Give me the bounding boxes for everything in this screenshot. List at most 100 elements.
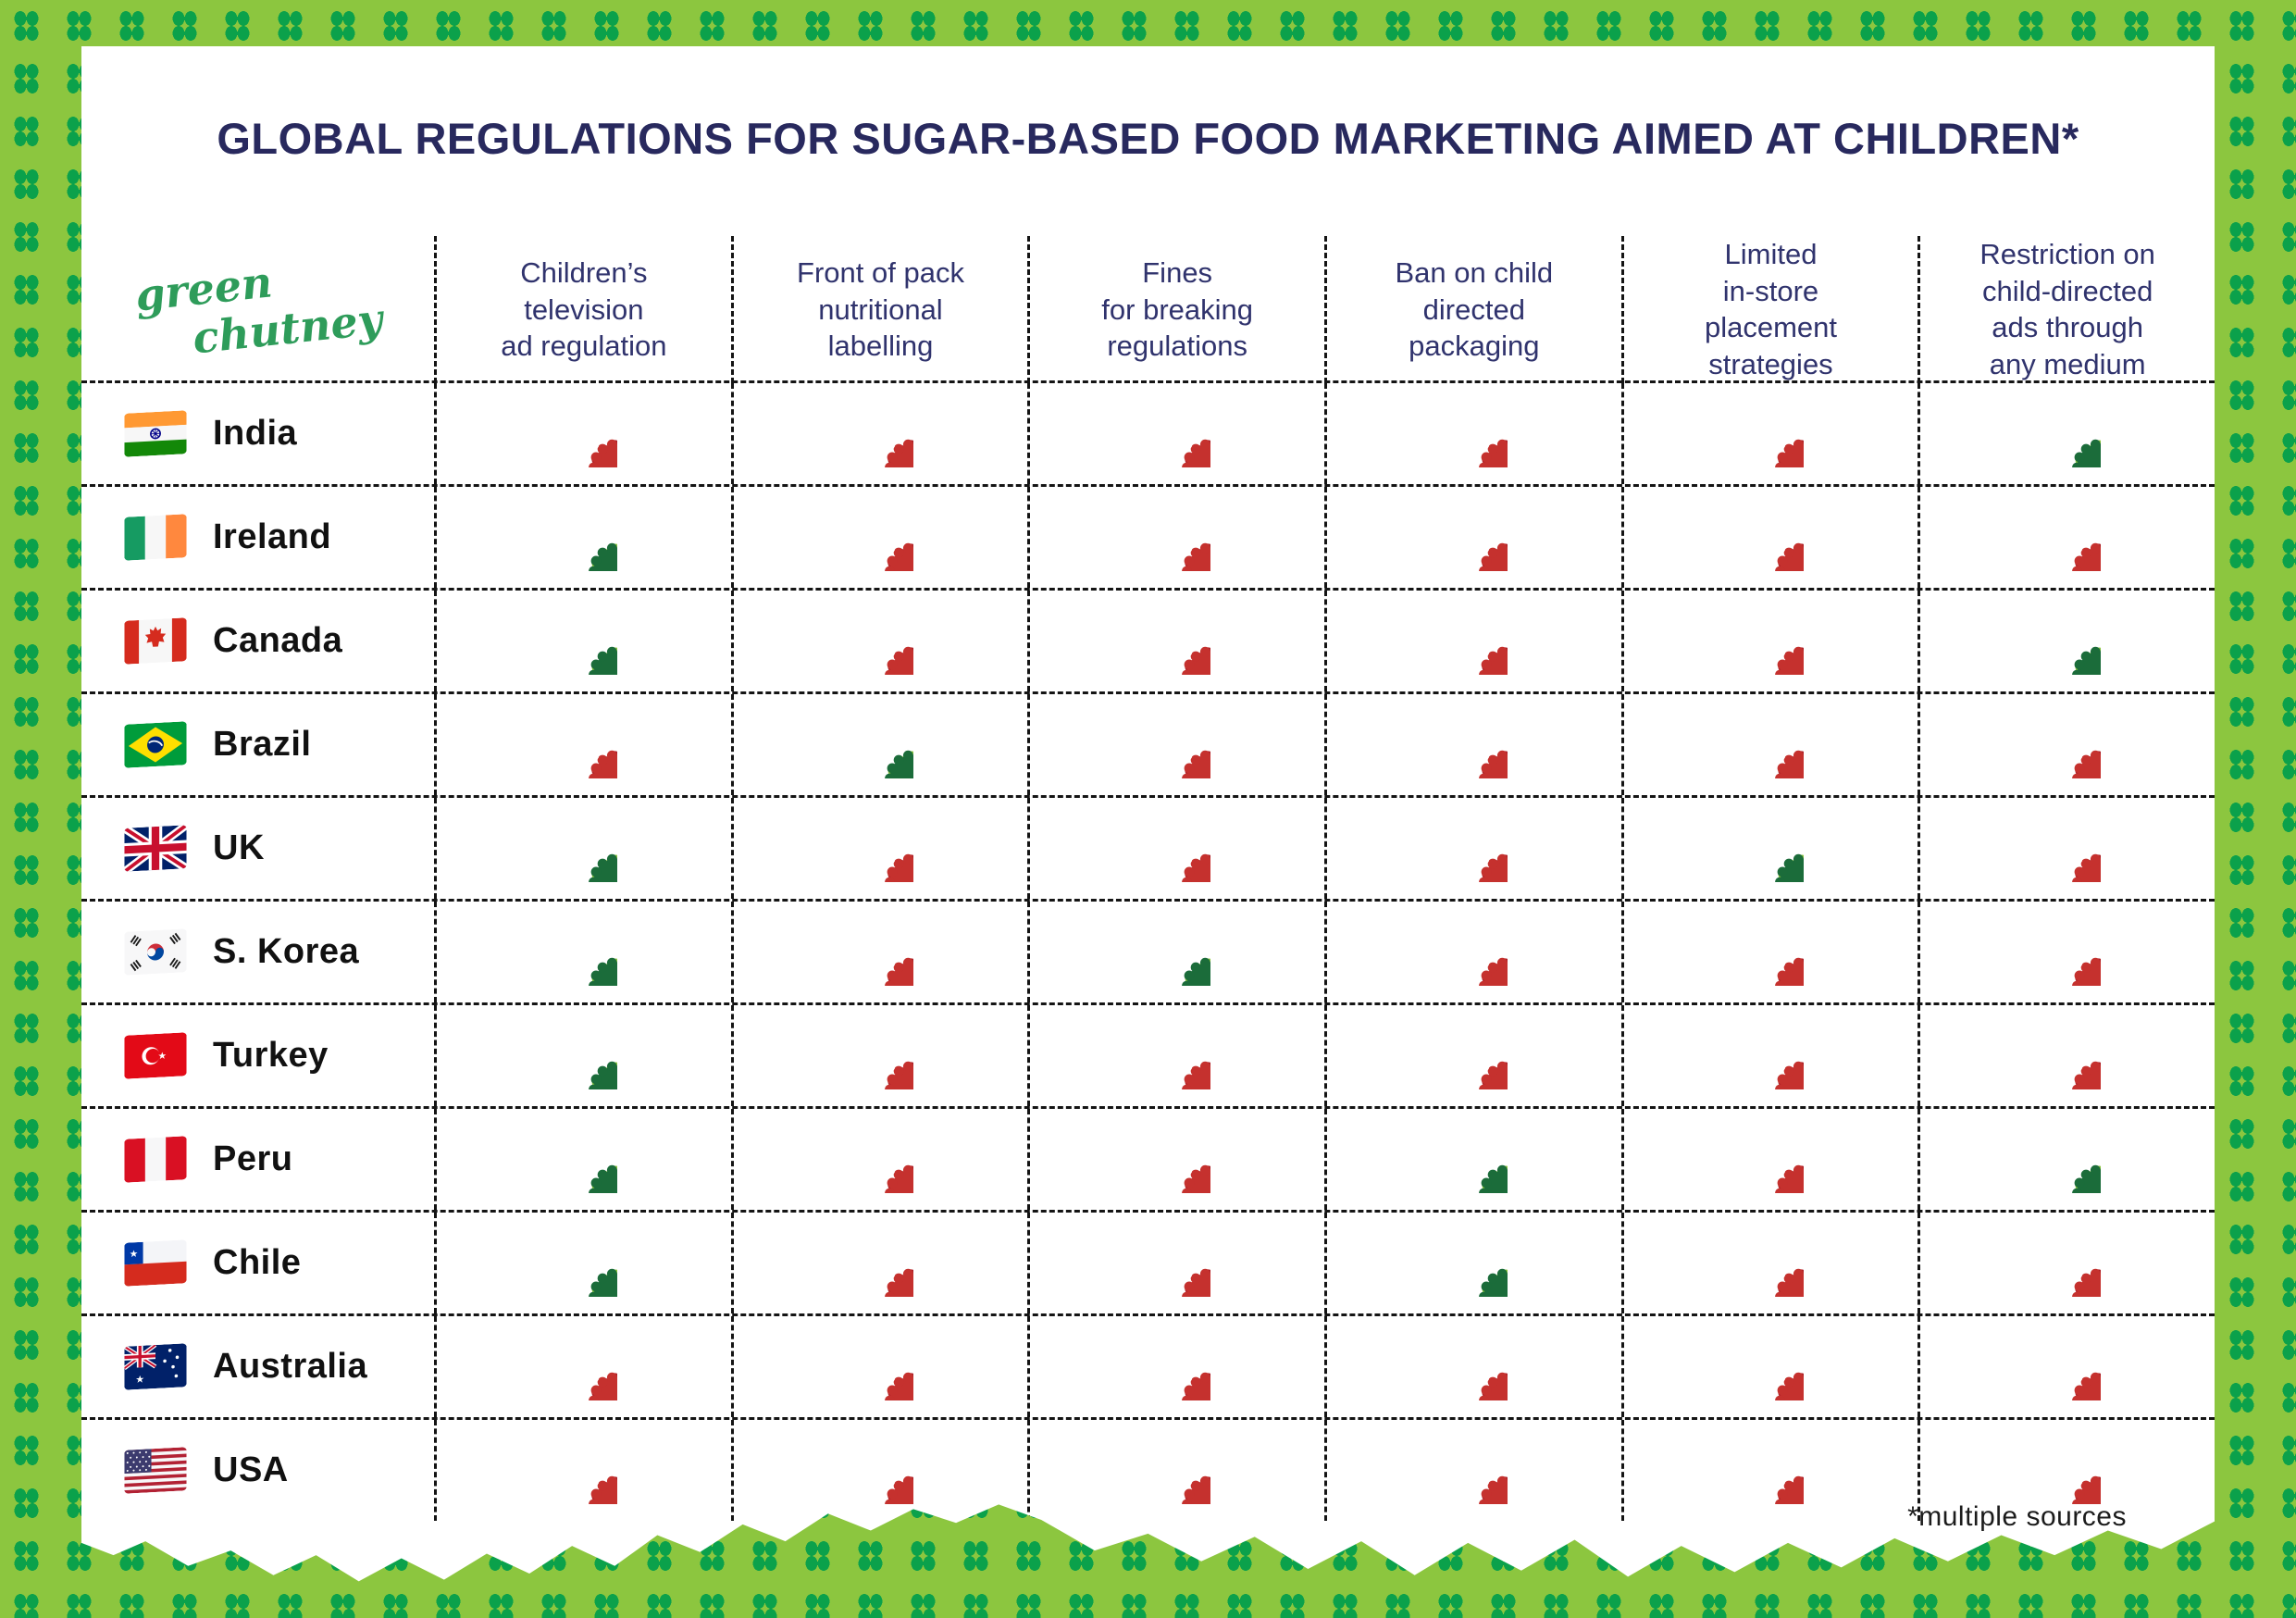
check-badge-icon <box>567 1248 617 1297</box>
cross-badge-icon <box>1756 1351 1804 1400</box>
regulation-cell <box>1027 1420 1324 1521</box>
country-label: Canada <box>213 621 343 660</box>
country-cell: Chile <box>81 1213 434 1313</box>
regulation-cell <box>1620 1005 1918 1106</box>
sources-footnote: *multiple sources <box>1907 1501 2127 1532</box>
regulation-cell <box>1323 1213 1621 1313</box>
regulation-cell <box>1323 694 1621 795</box>
regulation-cell <box>434 902 731 1002</box>
flag-uk-icon <box>124 825 187 872</box>
regulation-cell <box>434 1109 731 1210</box>
regulation-cell <box>1620 902 1918 1002</box>
cross-badge-icon <box>568 418 617 467</box>
regulation-cell <box>434 1005 731 1106</box>
cross-badge-icon <box>1756 1144 1804 1193</box>
table-row: Brazil <box>81 691 2215 795</box>
regulation-cell <box>1917 1005 2215 1106</box>
regulations-table: green chutney Children’s television ad r… <box>81 236 2215 1521</box>
column-header-front-of-pack-labelling: Front of pack nutritional labelling <box>730 236 1028 383</box>
regulation-cell <box>434 694 731 795</box>
regulation-cell <box>434 1213 731 1313</box>
regulation-cell <box>1620 1109 1918 1210</box>
regulation-cell <box>1323 1005 1621 1106</box>
cross-badge-icon <box>1162 1248 1210 1297</box>
country-cell: Peru <box>81 1109 434 1210</box>
flag-canada-icon <box>124 617 187 665</box>
flag-turkey-icon <box>124 1032 187 1079</box>
cross-badge-icon <box>1458 522 1508 571</box>
table-row: Canada <box>81 588 2215 691</box>
regulation-cell <box>1620 591 1918 691</box>
regulation-cell <box>730 1213 1028 1313</box>
regulation-cell <box>434 1420 731 1521</box>
cross-badge-icon <box>568 1455 617 1504</box>
country-label: UK <box>213 828 265 867</box>
cross-badge-icon <box>2053 937 2101 986</box>
cross-badge-icon <box>1458 626 1508 675</box>
check-badge-icon <box>567 1040 617 1089</box>
check-badge-icon <box>567 1144 617 1193</box>
table-row: S. Korea <box>81 899 2215 1002</box>
regulation-cell <box>1323 487 1621 588</box>
flag-brazil-icon <box>124 721 187 768</box>
regulation-cell <box>1027 1005 1324 1106</box>
column-header-ads-any-medium: Restriction on child-directed ads throug… <box>1917 236 2215 383</box>
cross-badge-icon <box>1756 1455 1804 1504</box>
regulation-cell <box>434 1316 731 1417</box>
check-badge-icon <box>567 833 617 882</box>
country-cell: Australia <box>81 1316 434 1417</box>
cross-badge-icon <box>865 937 913 986</box>
flag-india-icon <box>124 410 187 457</box>
table-row: Chile <box>81 1210 2215 1313</box>
cross-badge-icon <box>1756 626 1804 675</box>
regulation-cell <box>1323 1420 1621 1521</box>
country-label: USA <box>213 1450 289 1489</box>
country-cell: Brazil <box>81 694 434 795</box>
country-label: Ireland <box>213 517 332 556</box>
country-cell: Turkey <box>81 1005 434 1106</box>
country-label: Chile <box>213 1243 302 1282</box>
cross-badge-icon <box>1162 1040 1210 1089</box>
table-row: Peru <box>81 1106 2215 1210</box>
regulation-cell <box>434 591 731 691</box>
cross-badge-icon <box>1162 729 1210 778</box>
country-label: Brazil <box>213 725 312 764</box>
table-body: India Ireland Canada <box>81 380 2215 1521</box>
regulation-cell <box>1620 798 1918 899</box>
cross-badge-icon <box>865 1351 913 1400</box>
cross-badge-icon <box>1756 522 1804 571</box>
cross-badge-icon <box>1162 522 1210 571</box>
regulation-cell <box>1620 1213 1918 1313</box>
cross-badge-icon <box>865 1144 913 1193</box>
country-cell: UK <box>81 798 434 899</box>
regulation-cell <box>1620 694 1918 795</box>
cross-badge-icon <box>1162 1455 1210 1504</box>
regulation-cell <box>1027 902 1324 1002</box>
regulation-cell <box>1917 383 2215 484</box>
check-badge-icon <box>567 626 617 675</box>
cross-badge-icon <box>1756 1248 1804 1297</box>
regulation-cell <box>1027 591 1324 691</box>
regulation-cell <box>1027 1109 1324 1210</box>
regulation-cell <box>1323 902 1621 1002</box>
table-header-row: green chutney Children’s television ad r… <box>81 236 2215 383</box>
cross-badge-icon <box>865 626 913 675</box>
cross-badge-icon <box>2053 1351 2101 1400</box>
regulation-cell <box>730 798 1028 899</box>
cross-badge-icon <box>1458 833 1508 882</box>
cross-badge-icon <box>1756 1040 1804 1089</box>
regulation-cell <box>1620 383 1918 484</box>
regulation-cell <box>434 798 731 899</box>
cross-badge-icon <box>568 1351 617 1400</box>
cross-badge-icon <box>568 729 617 778</box>
cross-badge-icon <box>865 522 913 571</box>
regulation-cell <box>1027 1213 1324 1313</box>
country-label: S. Korea <box>213 932 360 971</box>
cross-badge-icon <box>2053 1248 2101 1297</box>
country-cell: India <box>81 383 434 484</box>
cross-badge-icon <box>1458 937 1508 986</box>
country-label: India <box>213 414 298 453</box>
regulation-cell <box>1620 487 1918 588</box>
check-badge-icon <box>567 937 617 986</box>
